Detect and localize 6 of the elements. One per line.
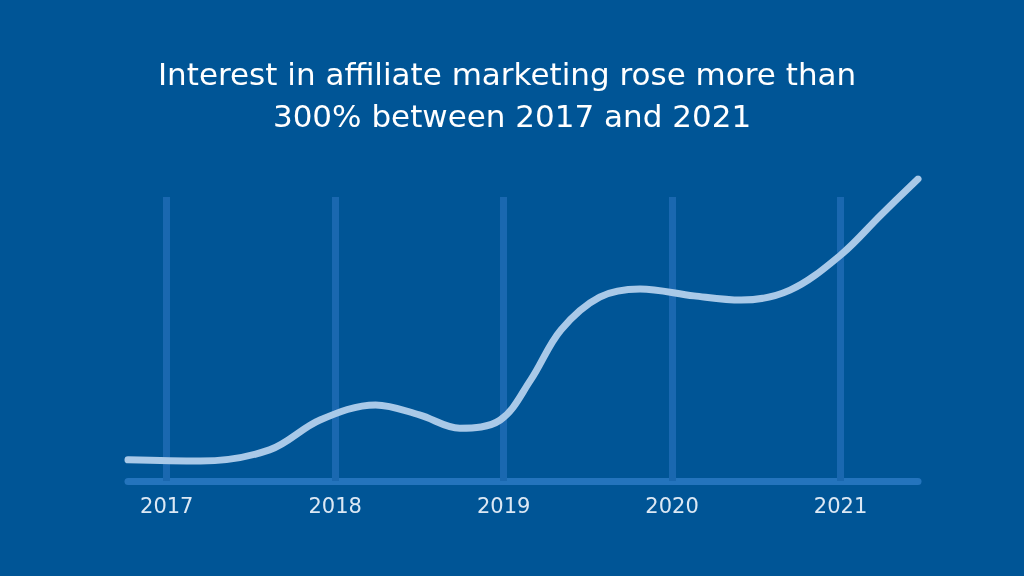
x-tick-label: 2020: [645, 493, 699, 518]
chart-title: Interest in affiliate marketing rose more than 300% between 2017 and 2021: [157, 56, 867, 134]
x-tick-label: 2017: [140, 493, 194, 518]
x-tick-label: 2018: [308, 493, 362, 518]
x-tick-label: 2021: [813, 493, 868, 518]
x-tick-label: 2019: [476, 493, 531, 518]
